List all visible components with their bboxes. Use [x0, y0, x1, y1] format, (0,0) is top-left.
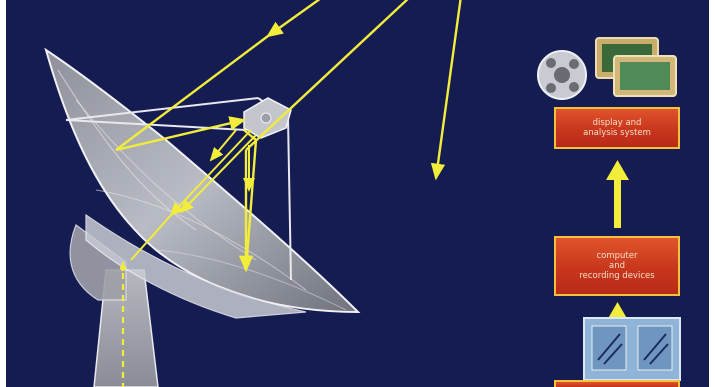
secondary-reflector — [243, 97, 292, 139]
computer-box-line3: recording devices — [579, 271, 655, 281]
monitor-screen-icon — [595, 37, 677, 97]
diagram-artwork — [44, 0, 681, 387]
reflected-signal-rays — [130, 129, 257, 261]
receiver-box-edge — [554, 380, 680, 387]
computer-box-line2: and — [609, 261, 625, 271]
computer-box-line1: computer — [596, 251, 638, 261]
film-reel-icon — [537, 50, 587, 100]
radio-telescope-diagram: display and analysis system computer and… — [6, 0, 709, 387]
focus-point — [120, 265, 126, 271]
display-box-line2: analysis system — [583, 128, 651, 138]
display-and-analysis-system-box: display and analysis system — [554, 107, 680, 149]
display-box-line1: display and — [592, 118, 642, 128]
incoming-signal-rays — [115, 0, 462, 273]
receiver-electronics-icon — [583, 317, 681, 381]
computer-and-recording-devices-box: computer and recording devices — [554, 236, 680, 296]
telescope-mount — [69, 224, 159, 387]
flow-arrow-computer-to-display — [606, 160, 629, 228]
